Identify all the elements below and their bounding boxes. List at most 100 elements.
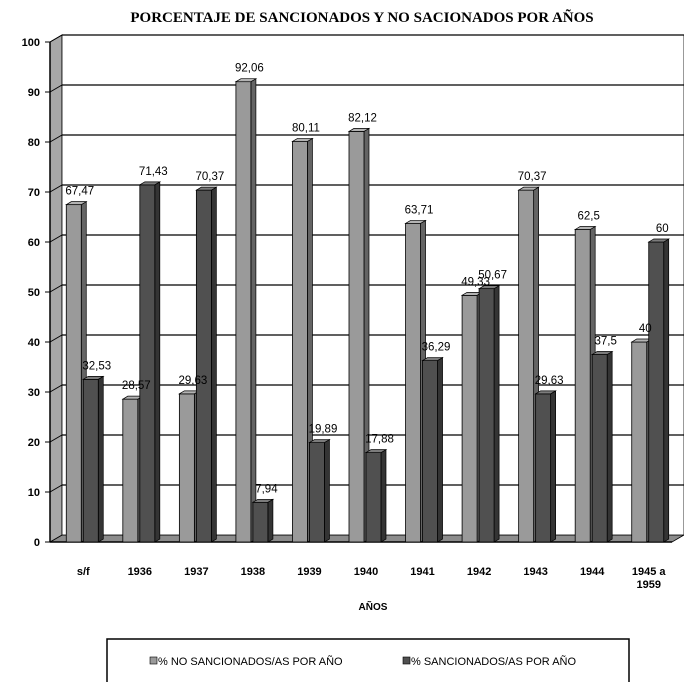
y-tick-label: 0 (34, 537, 40, 549)
legend-label-no-sancionados: % NO SANCIONADOS/AS POR AÑO (158, 655, 343, 668)
bar-front-face (122, 398, 139, 543)
bar-top-face (138, 181, 162, 186)
bar-1944-sancionados (590, 350, 614, 543)
data-label: 92,06 (235, 63, 264, 75)
bar-1941-sancionados (421, 356, 444, 543)
bar-top-face (364, 449, 388, 453)
gridline-side (49, 384, 63, 393)
bar-side-face (250, 78, 257, 543)
bar-top-face (65, 201, 88, 205)
data-label: 37,5 (594, 336, 616, 348)
bar-1942-sancionados (477, 285, 501, 543)
data-label: 80,11 (292, 122, 320, 134)
bar-side-face (380, 448, 387, 543)
bar-front-face (591, 354, 608, 543)
data-label: 36,29 (422, 342, 451, 354)
data-label: 67,47 (65, 186, 94, 198)
gridline-side (49, 84, 63, 93)
x-tick-label: 1937 (184, 566, 208, 578)
gridline-side (49, 434, 63, 443)
bar-front-face (252, 501, 269, 543)
y-tick-label: 30 (28, 387, 40, 399)
bar-side-face (437, 356, 443, 543)
bar-front-face (195, 189, 212, 543)
bar-1939-no-sancionados (291, 137, 314, 543)
bar-side-face (663, 238, 670, 543)
legend-label-sancionados: % SANCIONADOS/AS POR AÑO (411, 655, 576, 668)
gridline-side (49, 284, 63, 293)
bar-top-face (421, 357, 444, 361)
bar-front-face (648, 241, 665, 543)
y-tick-label: 50 (28, 287, 40, 299)
bar-s-f-sancionados (82, 375, 105, 543)
bar-front-face (178, 393, 195, 543)
bar-side-face (493, 285, 500, 543)
bar-top-face (534, 390, 557, 395)
bar-front-face (82, 378, 99, 543)
bar-top-face (517, 186, 540, 191)
y-tick-label: 20 (28, 437, 40, 449)
x-tick-label: 1945 a (632, 566, 667, 578)
bar-side-face (606, 350, 613, 543)
data-labels: 67,47 32,53 28,57 71,43 29,63 70,37 92,06 7,94 8… (65, 63, 668, 496)
data-label: 71,43 (139, 166, 168, 178)
gridline-side (49, 134, 63, 143)
x-axis-label: AÑOS (359, 600, 388, 613)
bar-side-face (211, 186, 217, 543)
data-label: 29,63 (178, 375, 207, 387)
gridline-side (49, 484, 63, 493)
bar-top-face (477, 285, 501, 289)
bar-front-face (348, 130, 365, 543)
bar-front-face (574, 229, 591, 543)
data-label: 19,89 (309, 424, 338, 436)
bar-top-face (404, 220, 427, 224)
data-label: 28,57 (122, 380, 151, 392)
y-tick-label: 60 (28, 237, 40, 249)
y-tick-label: 90 (28, 87, 40, 99)
bar-top-face (234, 78, 258, 83)
bar-front-face (461, 294, 478, 543)
x-tick-label: 1959 (636, 579, 660, 591)
bar-1938-no-sancionados (234, 78, 258, 543)
legend-item-no-sancionados: % NO SANCIONADOS/AS POR AÑO (149, 655, 343, 668)
bar-side-face (324, 438, 330, 543)
x-tick-label: 1940 (354, 566, 378, 578)
legend-swatch-sancionados (402, 656, 411, 665)
bar-front-face (235, 81, 252, 543)
y-tick-label: 10 (28, 487, 40, 499)
gridline-side (49, 334, 63, 343)
bar-1941-no-sancionados (404, 219, 427, 543)
bar-front-face (65, 204, 82, 543)
bar-1943-no-sancionados (517, 186, 540, 543)
bar-top-face (590, 351, 614, 355)
bar-front-face (478, 288, 495, 543)
data-label: 82,12 (348, 112, 377, 124)
bar-1940-sancionados (364, 448, 388, 543)
chart-title: PORCENTAJE DE SANCIONADOS Y NO SACIONADO… (130, 8, 593, 26)
data-label: 60 (656, 223, 669, 235)
data-label: 49,33 (461, 276, 490, 288)
bar-top-face (573, 226, 597, 230)
legend: % NO SANCIONADOS/AS POR AÑO % SANCIONADO… (106, 638, 630, 682)
data-label: 62,5 (577, 211, 599, 223)
data-label: 50,67 (478, 270, 507, 282)
x-tick-label: 1936 (128, 566, 152, 578)
data-label: 70,37 (195, 171, 224, 183)
legend-box (106, 638, 630, 682)
bar-top-face (251, 498, 275, 503)
bar-top-face (647, 238, 670, 243)
y-tick-label: 70 (28, 187, 40, 199)
bar-top-face (195, 186, 218, 191)
gridline-side (49, 34, 63, 43)
x-tick-label: 1944 (580, 566, 605, 578)
x-tick-label: 1943 (523, 566, 547, 578)
bar-front-face (139, 184, 156, 543)
bar-front-face (518, 189, 535, 543)
x-tick-label: s/f (77, 566, 90, 578)
bar-1945-a-1959-sancionados (647, 238, 670, 543)
bar-1938-sancionados (251, 498, 275, 543)
data-label: 29,63 (535, 375, 564, 387)
bar-side-face (97, 375, 104, 543)
bar-front-face (292, 141, 308, 543)
gridline-side (49, 184, 63, 193)
